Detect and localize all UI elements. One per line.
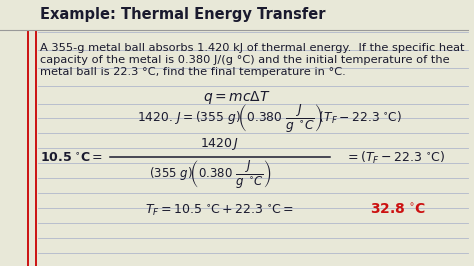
Text: Example: Thermal Energy Transfer: Example: Thermal Energy Transfer — [40, 6, 326, 22]
Text: $1420.\,J = (355\ g)\!\left(0.380\ \dfrac{J}{g\ ^\circ\!C}\right)\!\!(T_F - 22.3: $1420.\,J = (355\ g)\!\left(0.380\ \dfra… — [137, 102, 402, 134]
Text: A 355-g metal ball absorbs 1.420 kJ of thermal energy.  If the specific heat: A 355-g metal ball absorbs 1.420 kJ of t… — [40, 43, 465, 53]
Text: $\mathbf{10.5}\,^\circ\!\mathbf{C} =$: $\mathbf{10.5}\,^\circ\!\mathbf{C} =$ — [40, 151, 103, 165]
Text: $1420\,J$: $1420\,J$ — [201, 136, 239, 152]
Text: $q = mc\Delta T$: $q = mc\Delta T$ — [203, 89, 271, 106]
Text: $= (T_F - 22.3\,^\circ\!\mathrm{C})$: $= (T_F - 22.3\,^\circ\!\mathrm{C})$ — [345, 150, 445, 166]
Text: $\mathbf{32.8}\,^\circ\!\mathbf{C}$: $\mathbf{32.8}\,^\circ\!\mathbf{C}$ — [370, 203, 426, 217]
Text: capacity of the metal is 0.380 J/(g °C) and the initial temperature of the: capacity of the metal is 0.380 J/(g °C) … — [40, 55, 450, 65]
Bar — [0, 0, 474, 30]
Text: metal ball is 22.3 °C, find the final temperature in °C.: metal ball is 22.3 °C, find the final te… — [40, 67, 346, 77]
Text: $(355\ g)\!\left(0.380\ \dfrac{J}{g\ ^\circ\!C}\right)$: $(355\ g)\!\left(0.380\ \dfrac{J}{g\ ^\c… — [149, 158, 271, 190]
Text: $T_F = 10.5\,^\circ\!\mathrm{C} + 22.3\,^\circ\!\mathrm{C} = $: $T_F = 10.5\,^\circ\!\mathrm{C} + 22.3\,… — [145, 202, 294, 218]
